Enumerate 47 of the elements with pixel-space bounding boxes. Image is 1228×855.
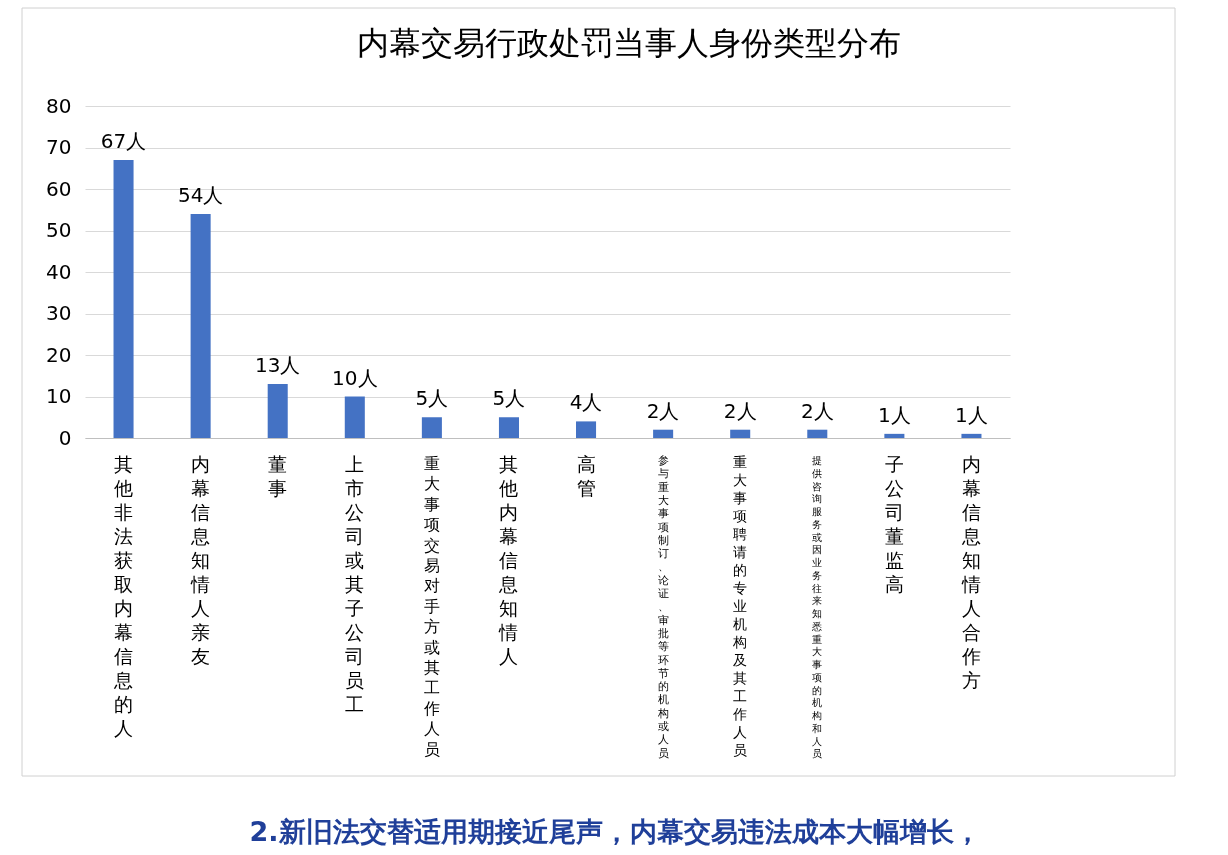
- y-tick-label: 50: [46, 218, 72, 242]
- data-label: 2人: [800, 398, 834, 423]
- bar: [653, 429, 674, 438]
- data-label: 10人: [332, 365, 378, 390]
- bar: [498, 417, 519, 438]
- y-tick-label: 70: [46, 135, 72, 159]
- category-label: 其他非法获取内幕信息的人: [114, 453, 134, 740]
- category-label: 参与重大事项制订、论证、审批等环节的机构或人员: [657, 454, 669, 759]
- x-tick-label: 子公司董监高: [884, 453, 904, 596]
- data-label: 13人: [254, 353, 301, 378]
- data-label: 67人: [100, 128, 147, 153]
- bar: [113, 159, 134, 438]
- y-tick-label: 30: [46, 301, 72, 325]
- x-tick-label: 高管: [576, 453, 596, 500]
- bar: [267, 384, 288, 438]
- data-label: 2人: [723, 398, 757, 423]
- y-tick-label: 20: [46, 342, 72, 367]
- category-label: 内幕信息知情人亲友: [191, 453, 211, 668]
- y-tick-label: 40: [46, 259, 72, 284]
- bar: [421, 417, 442, 438]
- bar: [807, 429, 828, 438]
- bar: [961, 433, 982, 438]
- category-label: 提供咨询服务或因业务往来知悉重大事项的机构和人员: [812, 455, 823, 760]
- bar: [576, 421, 597, 438]
- y-tick-label: 0: [58, 425, 72, 450]
- y-tick-label: 80: [46, 93, 72, 118]
- bar: [730, 429, 751, 438]
- category-label: 重大事项聘请的专业机构及其工作人员: [733, 454, 748, 758]
- category-label: 上市公司或其子公司员工: [345, 453, 365, 716]
- data-label: 1人: [878, 402, 911, 427]
- data-label: 4人: [569, 390, 603, 415]
- data-label: 5人: [492, 386, 526, 411]
- text: 2.新旧法交替适用期接近尾声，内幕交易违法成本大幅增长，: [249, 816, 981, 847]
- data-label: 2人: [646, 398, 680, 423]
- bar: [344, 396, 365, 438]
- data-label: 1人: [955, 402, 988, 427]
- bar: [884, 433, 905, 438]
- x-tick-label: 董事: [268, 453, 288, 500]
- category-label: 重大事项交易对手方或其工作人员: [423, 454, 440, 759]
- data-label: 5人: [415, 386, 449, 411]
- category-label: 内幕信息知情人合作方: [961, 453, 981, 692]
- chart-title: 内幕交易行政处罚当事人身份类型分布: [357, 24, 901, 62]
- category-label: 其他内幕信息知情人: [499, 453, 519, 668]
- data-label: 54人: [177, 182, 224, 207]
- y-tick-label: 60: [46, 176, 72, 201]
- y-tick-label: 10: [46, 384, 72, 408]
- bar: [190, 213, 211, 438]
